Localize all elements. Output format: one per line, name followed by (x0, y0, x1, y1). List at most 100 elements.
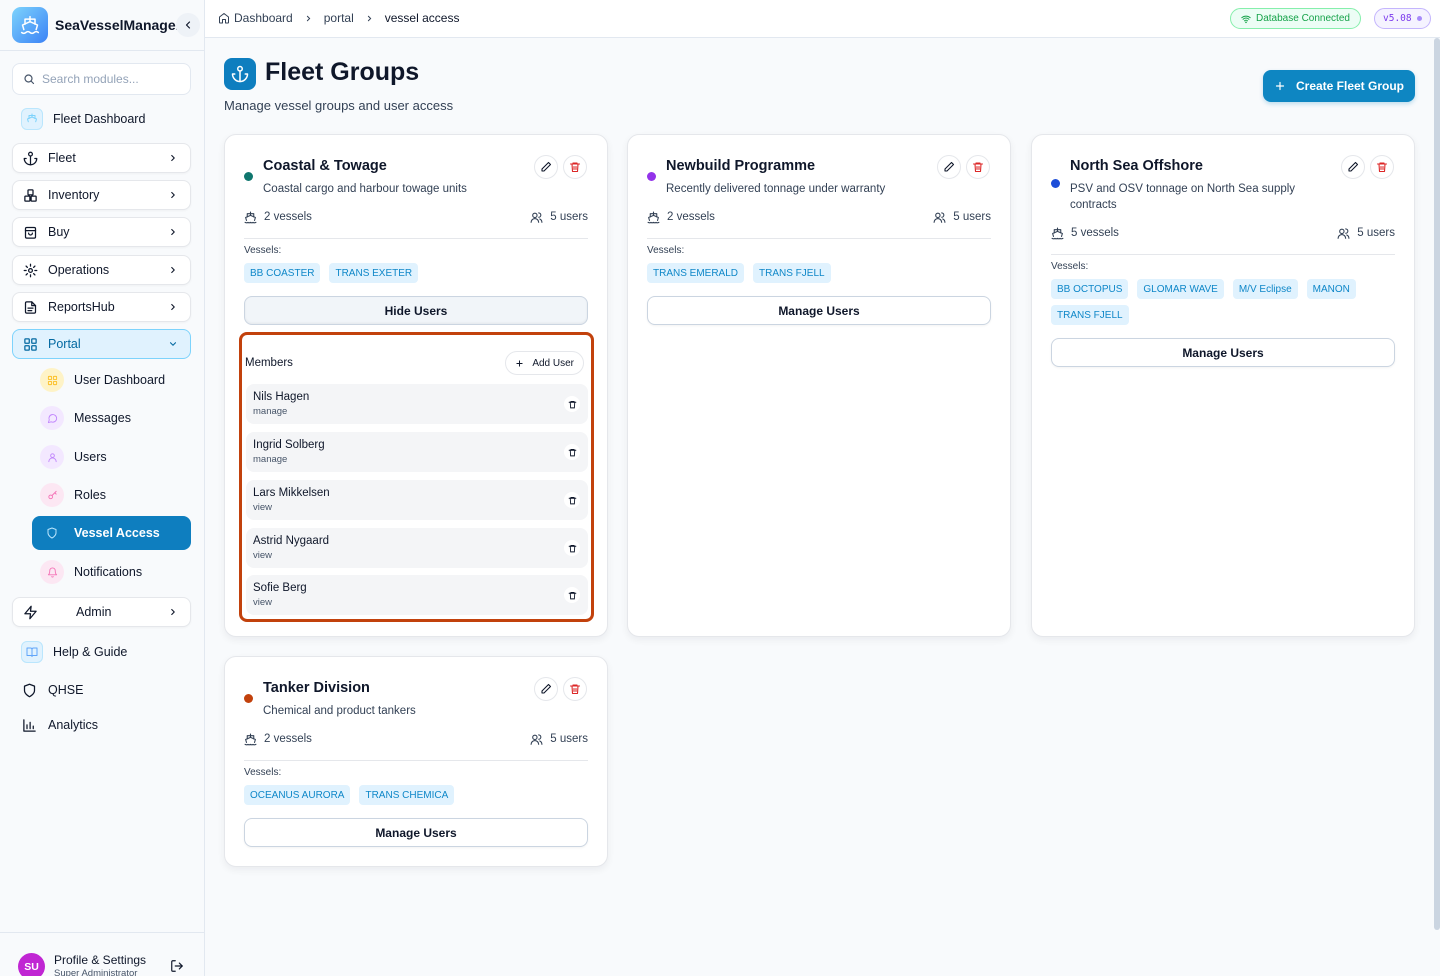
trash-icon (568, 448, 576, 456)
key-icon (40, 483, 64, 507)
chevron-right-icon (171, 303, 175, 311)
page-title: Fleet Groups (265, 58, 420, 86)
profile-section[interactable]: SU Profile & Settings Super Administrato… (0, 932, 205, 976)
remove-member-button[interactable] (564, 540, 580, 556)
delete-group-button[interactable] (966, 155, 990, 179)
sidebar-item-operations[interactable]: Operations (12, 255, 191, 285)
breadcrumb-dashboard[interactable]: Dashboard (234, 11, 293, 25)
sidebar-item-portal[interactable]: Portal (12, 329, 191, 359)
edit-group-button[interactable] (534, 677, 558, 701)
create-fleet-group-button[interactable]: Create Fleet Group (1263, 70, 1415, 102)
gear-icon (23, 263, 38, 277)
member-row: Sofie Berg view (246, 575, 588, 615)
sidebar-item-inventory[interactable]: Inventory (12, 180, 191, 210)
sidebar-item-messages[interactable]: Messages (32, 401, 191, 435)
avatar: SU (18, 953, 45, 976)
manage-users-button[interactable]: Manage Users (244, 818, 588, 847)
vessel-chip: TRANS EMERALD (647, 263, 745, 283)
chevron-right-icon (171, 266, 175, 274)
profile-name: Profile & Settings (54, 953, 147, 967)
member-row: Ingrid Solberg manage (246, 432, 588, 472)
trash-icon (568, 544, 576, 552)
group-description: PSV and OSV tonnage on North Sea supply … (1070, 183, 1296, 211)
hide-users-button[interactable]: Hide Users (244, 296, 588, 325)
users-icon (1337, 227, 1350, 239)
trash-icon (1376, 162, 1388, 173)
sidebar-item-vessel-access[interactable]: Vessel Access (32, 516, 191, 550)
sidebar-item-label: Users (74, 450, 107, 464)
create-fleet-group-label: Create Fleet Group (1295, 79, 1405, 93)
logout-button[interactable] (170, 959, 184, 973)
sidebar-item-label: Vessel Access (74, 526, 160, 540)
sidebar-item-user-dashboard[interactable]: User Dashboard (32, 363, 191, 397)
trash-icon (568, 591, 576, 599)
collapse-sidebar-button[interactable] (176, 13, 200, 37)
sidebar-item-label: QHSE (48, 683, 84, 697)
edit-group-button[interactable] (534, 155, 558, 179)
book-icon (21, 641, 43, 663)
shield-icon (40, 521, 64, 545)
sidebar-item-roles[interactable]: Roles (32, 478, 191, 512)
wifi-icon (1241, 15, 1251, 23)
pencil-icon (944, 161, 955, 172)
vessel-count: 2 vessels (264, 211, 312, 223)
delete-group-button[interactable] (563, 677, 587, 701)
users-icon (933, 211, 946, 223)
fleet-group-card: North Sea Offshore PSV and OSV tonnage o… (1031, 134, 1415, 637)
plus-icon (1275, 81, 1285, 91)
sidebar-item-buy[interactable]: Buy (12, 217, 191, 247)
breadcrumb-portal[interactable]: portal (323, 11, 354, 25)
remove-member-button[interactable] (564, 444, 580, 460)
version-badge: v5.08 (1374, 8, 1431, 29)
sidebar-item-fleet[interactable]: Fleet (12, 143, 191, 173)
sidebar-item-analytics[interactable]: Analytics (12, 710, 191, 740)
vessel-chip-list: OCEANUS AURORA TRANS CHEMICA (244, 785, 588, 805)
ship-logo-icon (12, 7, 48, 43)
edit-group-button[interactable] (1341, 155, 1365, 179)
vessels-label: Vessels: (244, 245, 282, 256)
search-input[interactable] (42, 72, 182, 86)
sidebar-item-notifications[interactable]: Notifications (32, 555, 191, 589)
sidebar-item-qhse[interactable]: QHSE (12, 675, 191, 705)
vessel-chip-list: TRANS EMERALD TRANS FJELL (647, 263, 991, 283)
vessel-chip: TRANS FJELL (753, 263, 831, 283)
manage-users-button[interactable]: Manage Users (647, 296, 991, 325)
sidebar-item-reportshub[interactable]: ReportsHub (12, 292, 191, 322)
message-icon (40, 406, 64, 430)
scrollbar[interactable] (1434, 38, 1440, 930)
logout-icon (171, 960, 183, 972)
group-meta: 2 vessels 5 users (244, 209, 588, 225)
vessel-count: 2 vessels (667, 211, 715, 223)
members-label: Members (245, 357, 293, 369)
chevron-right-icon (171, 608, 175, 616)
sidebar-item-help[interactable]: Help & Guide (12, 637, 191, 667)
chevron-right-icon (365, 14, 374, 23)
sidebar-item-admin[interactable]: Admin (12, 597, 191, 627)
remove-member-button[interactable] (564, 396, 580, 412)
group-meta: 5 vessels 5 users (1051, 225, 1395, 241)
add-user-label: Add User (532, 357, 574, 369)
anchor-icon (224, 58, 256, 90)
sidebar-item-fleet-dashboard[interactable]: Fleet Dashboard (12, 104, 191, 134)
delete-group-button[interactable] (563, 155, 587, 179)
plus-icon (516, 359, 523, 367)
sidebar-item-label: Buy (48, 225, 70, 239)
member-role: view (253, 550, 273, 561)
delete-group-button[interactable] (1370, 155, 1394, 179)
dashboard-icon (40, 368, 64, 392)
database-status-text: Database Connected (1256, 13, 1350, 24)
fleet-group-card: Newbuild Programme Recently delivered to… (627, 134, 1011, 637)
group-name: North Sea Offshore (1070, 158, 1203, 174)
remove-member-button[interactable] (564, 587, 580, 603)
profile-role: Super Administrator (54, 968, 138, 976)
edit-group-button[interactable] (937, 155, 961, 179)
remove-member-button[interactable] (564, 492, 580, 508)
user-count: 5 users (953, 211, 991, 223)
manage-users-button[interactable]: Manage Users (1051, 338, 1395, 367)
sidebar-item-label: ReportsHub (48, 300, 115, 314)
search-box (12, 63, 191, 95)
pencil-icon (1348, 161, 1359, 172)
add-user-button[interactable]: Add User (505, 351, 584, 375)
sidebar-item-users[interactable]: Users (32, 440, 191, 474)
shield-icon (23, 683, 36, 697)
